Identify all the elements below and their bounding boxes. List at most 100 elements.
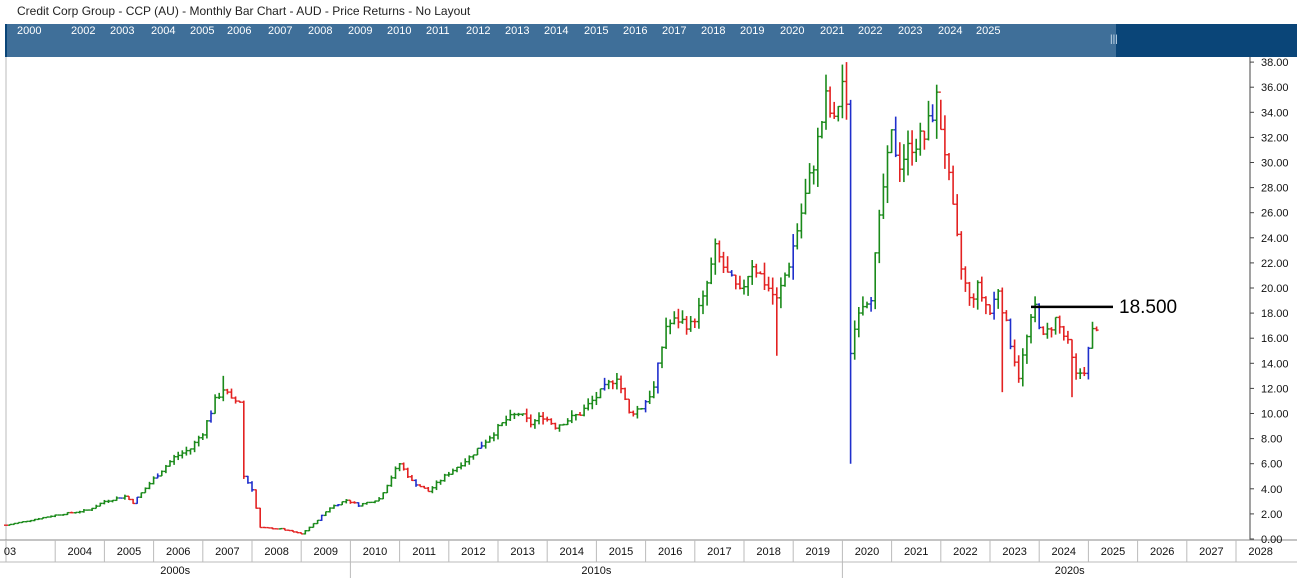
price-bar (455, 466, 459, 473)
navigator-year-label[interactable]: 2025 (976, 25, 1001, 37)
price-bar (1016, 355, 1021, 383)
navigator-year-label[interactable]: 2023 (898, 25, 923, 37)
navigator-year-label[interactable]: 2011 (426, 25, 450, 37)
price-bar (955, 194, 960, 237)
price-bar (856, 306, 861, 338)
price-bar (327, 507, 332, 513)
navigator-year-label[interactable]: 2003 (110, 25, 135, 37)
price-bar (311, 522, 316, 529)
navigator-year-label[interactable]: 2022 (858, 25, 883, 37)
price-bar (1065, 330, 1070, 344)
price-bar (106, 499, 111, 503)
navigator-year-label[interactable]: 2009 (348, 25, 373, 37)
navigator-window[interactable] (7, 24, 1116, 57)
price-bar (352, 501, 357, 504)
price-bar (418, 484, 423, 488)
price-bar (155, 473, 160, 479)
price-bar (12, 522, 17, 526)
price-bar (377, 497, 382, 502)
navigator-year-label[interactable]: 2020 (780, 25, 805, 37)
x-tick-label: 2009 (314, 546, 338, 558)
price-bar (49, 515, 54, 518)
price-bar (795, 223, 800, 250)
x-tick-label: 2023 (1002, 546, 1026, 558)
navigator-year-label[interactable]: 2016 (623, 25, 648, 37)
navigator-year-label[interactable]: 2008 (308, 25, 333, 37)
navigator-year-label[interactable]: 2014 (544, 25, 569, 37)
price-bar (1061, 325, 1066, 341)
price-bar (606, 379, 611, 390)
price-bar (528, 414, 533, 428)
price-bar (565, 418, 570, 426)
navigator-year-label[interactable]: 2015 (584, 25, 609, 37)
navigator-year-label[interactable]: 2021 (820, 25, 845, 37)
price-bar (692, 318, 697, 328)
price-bar (926, 100, 931, 141)
navigator-year-label[interactable]: 2019 (740, 25, 765, 37)
price-bar (254, 489, 259, 509)
price-bar (1049, 327, 1054, 338)
price-bar (475, 447, 480, 456)
navigator-year-label[interactable]: 2018 (701, 25, 726, 37)
price-bar (901, 144, 906, 183)
price-bar (766, 276, 771, 292)
price-bar (459, 462, 464, 470)
price-bar (373, 500, 377, 504)
price-bar (1008, 318, 1013, 350)
price-bar (225, 388, 230, 395)
y-tick-label: 30.00 (1261, 158, 1289, 170)
navigator-bar[interactable]: 2000 2002 2003 2004 2005 2006 2007 2008 2009 2010… (5, 24, 1297, 57)
price-bar (729, 270, 734, 277)
price-bar (479, 441, 484, 450)
price-bar (983, 296, 988, 315)
navigator-year-label[interactable]: 2005 (190, 25, 215, 37)
navigator-year-label[interactable]: 2000 (17, 25, 42, 37)
price-bar (221, 375, 226, 402)
price-bar (163, 464, 168, 474)
navigator-year-label[interactable]: 2007 (268, 25, 293, 37)
x-tick-label: 2010 (363, 546, 387, 558)
navigator-grip-icon[interactable]: ||| (1110, 34, 1118, 45)
price-bar (660, 346, 664, 369)
price-bar (127, 495, 131, 501)
price-bar (233, 396, 238, 404)
x-tick-label: 2016 (658, 546, 682, 558)
price-bar (385, 484, 390, 494)
price-bar (397, 462, 402, 472)
price-bar (717, 240, 722, 263)
decade-label: 2020s (1055, 565, 1085, 577)
navigator-year-label[interactable]: 2002 (71, 25, 96, 37)
price-bar (963, 266, 968, 292)
price-bar (24, 520, 29, 523)
price-bar (110, 499, 115, 503)
price-bar (590, 395, 595, 410)
price-bar (1004, 310, 1009, 322)
price-bar (848, 99, 853, 464)
navigator-year-label[interactable]: 2004 (151, 25, 176, 37)
navigator-year-label[interactable]: 2012 (466, 25, 491, 37)
price-bar (655, 362, 660, 394)
x-tick-label: 2021 (904, 546, 928, 558)
navigator-year-label[interactable]: 2017 (662, 25, 687, 37)
price-bar (250, 481, 254, 492)
price-bar (524, 408, 529, 423)
price-bar (836, 105, 841, 122)
price-bar (90, 507, 95, 512)
price-bar (114, 496, 119, 502)
price-bar (86, 509, 90, 511)
navigator-year-label[interactable]: 2010 (387, 25, 412, 37)
navigator-year-label[interactable]: 2013 (505, 25, 530, 37)
price-bar (200, 433, 205, 440)
price-bar (651, 381, 656, 399)
price-bar (471, 454, 476, 460)
navigator-year-label[interactable]: 2006 (227, 25, 252, 37)
price-bar (754, 263, 759, 278)
navigator-year-label[interactable]: 2024 (938, 25, 963, 37)
price-bar (504, 415, 509, 426)
price-bar (487, 435, 492, 443)
price-bar (258, 507, 263, 529)
price-bar (930, 104, 935, 123)
price-bar (561, 423, 566, 426)
price-bar (1057, 315, 1062, 334)
